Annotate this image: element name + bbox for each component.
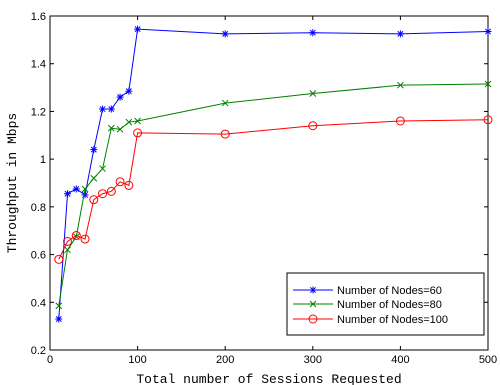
data-point <box>125 87 133 95</box>
data-point <box>98 189 108 199</box>
legend-entry: Number of Nodes=60 <box>293 285 442 297</box>
data-point <box>133 128 143 138</box>
legend: Number of Nodes=60 Number of Nodes=80 Numb… <box>286 272 485 336</box>
data-point <box>484 28 492 36</box>
data-point <box>134 25 142 33</box>
y-tick-label: 0.8 <box>31 202 46 214</box>
legend-label: Number of Nodes=60 <box>337 285 442 297</box>
data-point <box>89 195 99 205</box>
data-point <box>55 315 63 323</box>
data-point <box>308 121 318 131</box>
x-tick-label: 300 <box>304 354 322 366</box>
data-point <box>107 105 115 113</box>
legend-entry: Number of Nodes=80 <box>293 299 442 311</box>
data-point <box>99 105 107 113</box>
data-point <box>81 191 89 199</box>
y-tick-label: 0.4 <box>31 297 46 309</box>
data-point <box>81 185 89 193</box>
data-point <box>116 125 124 133</box>
y-tick-label: 1.2 <box>31 106 46 118</box>
x-tick-label: 0 <box>47 354 53 366</box>
data-point <box>54 254 64 264</box>
data-point <box>72 185 80 193</box>
data-point <box>99 165 106 173</box>
x-tick-label: 100 <box>128 354 146 366</box>
data-point <box>106 186 116 196</box>
data-point <box>309 300 317 308</box>
data-point <box>107 124 115 132</box>
data-point <box>64 246 71 254</box>
axis-tick-labels: 0 100 200 300 400 500 0.2 0.4 0.6 0.8 1 1.2 1.4 1.6 <box>31 11 497 366</box>
series-3 <box>54 115 493 264</box>
data-point <box>116 93 124 101</box>
data-point <box>71 230 81 240</box>
series-line <box>58 119 489 260</box>
data-point <box>90 174 98 182</box>
data-point <box>125 118 133 126</box>
data-point <box>309 286 317 294</box>
x-tick-label: 500 <box>479 354 497 366</box>
data-point <box>124 180 134 190</box>
data-point <box>221 99 229 107</box>
data-point <box>396 30 404 38</box>
data-point <box>64 190 72 198</box>
y-tick-label: 0.6 <box>31 250 46 262</box>
y-tick-label: 0.2 <box>31 345 46 357</box>
data-point <box>220 129 230 139</box>
data-point <box>115 177 125 187</box>
legend-entry: Number of Nodes=100 <box>293 314 448 326</box>
series-layer <box>54 25 493 323</box>
x-axis-label: Total number of Sessions Requested <box>136 372 401 385</box>
legend-label: Number of Nodes=100 <box>337 314 448 326</box>
data-point <box>221 30 229 38</box>
axis-ticks <box>49 15 489 351</box>
data-point <box>309 29 317 37</box>
x-tick-label: 200 <box>216 354 234 366</box>
data-point <box>90 146 98 154</box>
data-point <box>484 80 492 88</box>
x-tick-label: 400 <box>391 354 409 366</box>
y-tick-label: 1.6 <box>31 11 46 23</box>
data-point <box>309 90 317 97</box>
legend-label: Number of Nodes=80 <box>337 299 442 311</box>
data-point <box>80 234 90 244</box>
data-point <box>397 81 404 89</box>
y-axis-label: Throughput in Mbps <box>5 113 20 253</box>
data-point <box>134 117 141 125</box>
series-1 <box>55 25 492 323</box>
y-tick-label: 1 <box>40 154 46 166</box>
data-point <box>55 302 63 310</box>
data-point <box>308 314 318 324</box>
y-tick-label: 1.4 <box>31 59 46 71</box>
data-point <box>63 236 73 246</box>
data-point <box>395 116 405 126</box>
data-point <box>483 115 493 125</box>
series-line <box>58 83 489 306</box>
